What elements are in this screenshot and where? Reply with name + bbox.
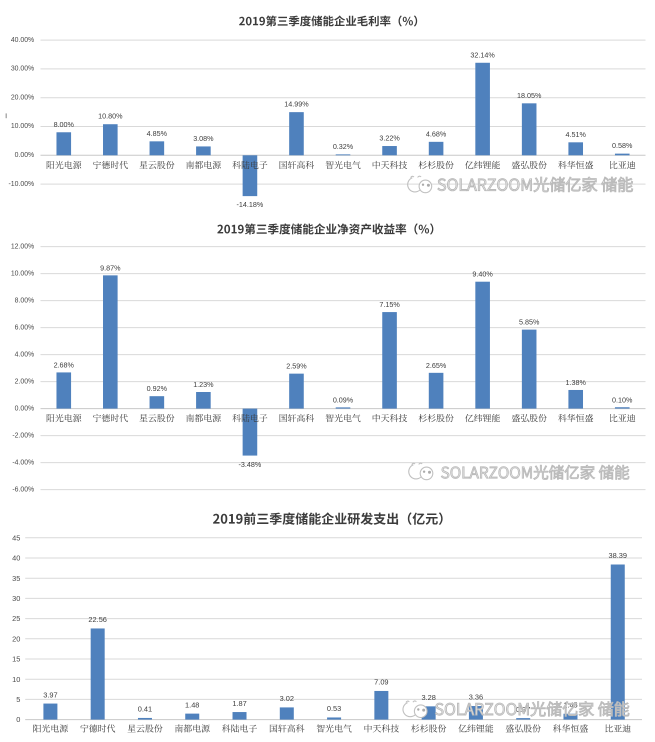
svg-text:3.22%: 3.22%	[379, 134, 400, 143]
svg-text:10.00%: 10.00%	[11, 123, 34, 130]
svg-text:32.14%: 32.14%	[470, 50, 495, 59]
svg-text:8.00%: 8.00%	[15, 297, 35, 304]
svg-text:-4.00%: -4.00%	[12, 459, 34, 466]
svg-text:15: 15	[12, 655, 20, 664]
svg-text:3.08%: 3.08%	[193, 134, 214, 143]
svg-text:30.00%: 30.00%	[11, 66, 34, 73]
svg-text:5.85%: 5.85%	[519, 318, 540, 327]
svg-text:2.59%: 2.59%	[286, 362, 307, 371]
svg-text:1.23%: 1.23%	[193, 380, 214, 389]
svg-text:25: 25	[12, 614, 20, 623]
svg-text:4.85%: 4.85%	[147, 129, 168, 138]
svg-text:4.00%: 4.00%	[15, 351, 35, 358]
svg-text:-2.00%: -2.00%	[12, 432, 34, 439]
svg-text:30: 30	[12, 594, 20, 603]
svg-text:5: 5	[16, 695, 20, 704]
svg-text:40.00%: 40.00%	[11, 37, 34, 44]
svg-text:2.68%: 2.68%	[54, 360, 75, 369]
svg-text:9.40%: 9.40%	[472, 270, 493, 279]
svg-text:20.00%: 20.00%	[11, 94, 34, 101]
svg-text:0.10%: 0.10%	[612, 395, 633, 404]
svg-text:2.00%: 2.00%	[15, 378, 35, 385]
svg-text:7.09: 7.09	[374, 678, 388, 687]
svg-text:0.00%: 0.00%	[15, 405, 35, 412]
svg-text:10.00%: 10.00%	[11, 270, 34, 277]
svg-text:1.87: 1.87	[232, 699, 246, 708]
svg-text:1.38%: 1.38%	[566, 378, 587, 387]
svg-text:0.00%: 0.00%	[15, 152, 35, 159]
svg-text:1.45: 1.45	[563, 700, 577, 709]
svg-text:0.92%: 0.92%	[147, 384, 168, 393]
svg-text:10.80%: 10.80%	[98, 112, 123, 121]
svg-text:4.68%: 4.68%	[426, 129, 447, 138]
svg-text:3.36: 3.36	[469, 693, 483, 702]
svg-text:40: 40	[12, 554, 20, 563]
svg-text:12.00%: 12.00%	[11, 243, 34, 250]
svg-text:-10.00%: -10.00%	[9, 181, 35, 188]
svg-text:9.87%: 9.87%	[100, 263, 121, 272]
svg-text:8.00%: 8.00%	[54, 120, 75, 129]
svg-text:0.53: 0.53	[327, 704, 341, 713]
svg-text:6.00%: 6.00%	[15, 324, 35, 331]
svg-text:3.02: 3.02	[280, 694, 294, 703]
svg-text:3.28: 3.28	[421, 693, 435, 702]
svg-text:38.39: 38.39	[609, 551, 628, 560]
svg-text:3.97: 3.97	[43, 690, 57, 699]
svg-text:18.05%: 18.05%	[517, 91, 542, 100]
svg-text:0: 0	[16, 715, 20, 724]
svg-text:35: 35	[12, 574, 20, 583]
svg-text:-3.48%: -3.48%	[239, 460, 262, 469]
svg-text:-6.00%: -6.00%	[12, 486, 34, 493]
svg-text:7.15%: 7.15%	[379, 300, 400, 309]
svg-text:22.56: 22.56	[88, 615, 107, 624]
svg-text:0.41: 0.41	[138, 705, 152, 714]
svg-text:14.99%: 14.99%	[284, 100, 309, 109]
svg-text:45: 45	[12, 533, 20, 542]
svg-text:0.58%: 0.58%	[612, 141, 633, 150]
svg-text:1.48: 1.48	[185, 700, 199, 709]
svg-text:10: 10	[12, 675, 20, 684]
svg-text:4.51%: 4.51%	[566, 130, 587, 139]
svg-text:20: 20	[12, 634, 20, 643]
svg-text:0.09%: 0.09%	[333, 395, 354, 404]
svg-text:0.32%: 0.32%	[333, 142, 354, 151]
svg-text:2.65%: 2.65%	[426, 361, 447, 370]
svg-text:-14.18%: -14.18%	[237, 200, 264, 209]
